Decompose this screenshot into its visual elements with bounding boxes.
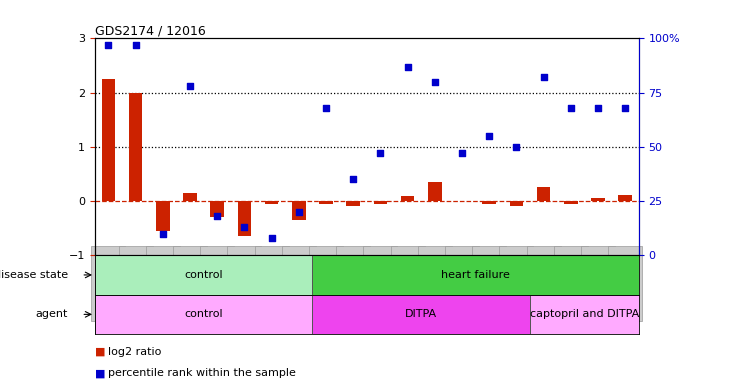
Bar — [101, 79, 115, 201]
Point — [293, 209, 304, 215]
Bar — [591, 198, 604, 201]
Bar — [129, 93, 142, 201]
Point — [510, 144, 522, 150]
Text: heart failure: heart failure — [441, 270, 510, 280]
Point — [347, 176, 359, 182]
Text: DITPA: DITPA — [405, 310, 437, 319]
Point — [212, 213, 223, 219]
Point — [565, 105, 577, 111]
Bar — [530, 295, 639, 334]
Bar — [95, 295, 312, 334]
Bar — [618, 195, 632, 201]
Text: control: control — [185, 310, 223, 319]
Point — [619, 105, 631, 111]
Bar — [319, 201, 333, 204]
Bar — [292, 201, 306, 220]
Bar — [564, 201, 577, 204]
Bar — [312, 255, 639, 295]
Text: captopril and DITPA: captopril and DITPA — [530, 310, 639, 319]
Bar — [156, 201, 169, 231]
Point — [103, 42, 115, 48]
Text: ■: ■ — [95, 347, 109, 357]
Text: percentile rank within the sample: percentile rank within the sample — [108, 368, 296, 378]
Point — [592, 105, 604, 111]
Bar — [265, 201, 278, 204]
Point — [538, 74, 550, 81]
Bar — [347, 201, 360, 207]
Point — [402, 63, 413, 70]
Bar — [183, 193, 197, 201]
Point — [374, 150, 386, 156]
Text: disease state: disease state — [0, 270, 68, 280]
Text: log2 ratio: log2 ratio — [108, 347, 161, 357]
Text: GDS2174 / 12016: GDS2174 / 12016 — [95, 24, 206, 37]
Bar — [312, 295, 530, 334]
Point — [130, 42, 142, 48]
Bar — [238, 201, 251, 236]
Bar — [210, 201, 224, 217]
Text: control: control — [185, 270, 223, 280]
Bar — [537, 187, 550, 201]
Bar — [510, 201, 523, 207]
Text: ■: ■ — [95, 368, 109, 378]
Point — [157, 230, 169, 237]
Point — [239, 224, 250, 230]
Bar — [374, 201, 387, 204]
Point — [184, 83, 196, 89]
Text: agent: agent — [35, 310, 68, 319]
Point — [483, 133, 495, 139]
Bar — [95, 255, 312, 295]
Point — [456, 150, 468, 156]
Point — [429, 79, 441, 85]
Bar — [401, 195, 415, 201]
Point — [320, 105, 332, 111]
Bar — [483, 201, 496, 204]
Bar — [428, 182, 442, 201]
Point — [266, 235, 277, 241]
